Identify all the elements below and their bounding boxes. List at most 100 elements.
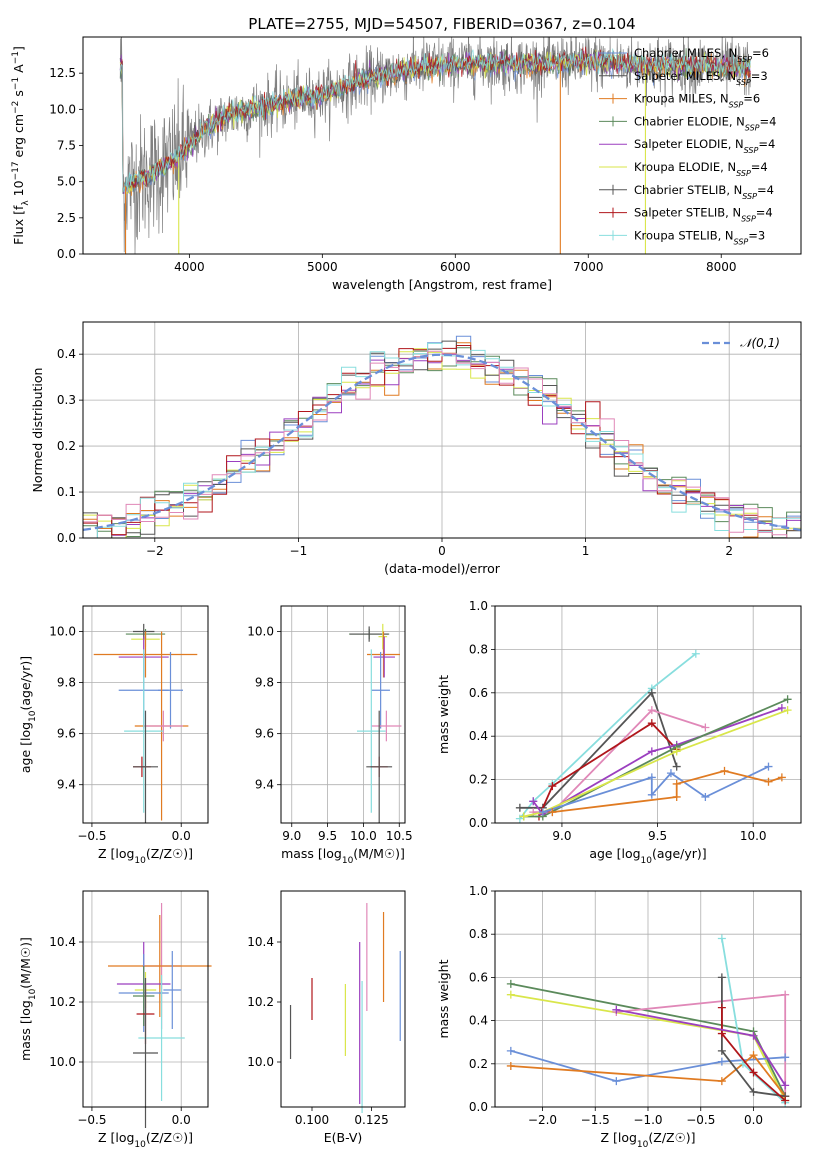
x-axis-label: E(B-V) — [324, 1130, 363, 1145]
x-axis-label: mass [log10(M/M☉)] — [281, 846, 405, 866]
y-tick-label: 7.5 — [57, 139, 76, 153]
weight-point — [764, 777, 773, 786]
y-tick-label: 9.6 — [57, 727, 76, 741]
x-tick-label: −1.5 — [581, 1113, 610, 1127]
y-tick-label: 0.0 — [57, 247, 76, 261]
x-tick-label: 0.100 — [295, 1113, 329, 1127]
x-axis-label: wavelength [Angstrom, rest frame] — [332, 277, 552, 292]
spectrum-legend: Chabrier MILES, NSSP=6 Salpeter MILES, NS… — [599, 46, 776, 246]
y-axis-label: Normed distribution — [30, 368, 45, 493]
y-axis-label: mass weight — [436, 959, 451, 1038]
weight-point — [781, 1053, 790, 1062]
mass_vs_ebv-panel: 0.100 0.125 10.0 10.2 10.4 E(B-V) — [247, 890, 406, 1145]
weight-point — [717, 1057, 726, 1066]
normal-reference-curve — [83, 353, 801, 532]
legend-label: Chabrier STELIB, NSSP=4 — [634, 183, 774, 201]
weight-series-line — [721, 1007, 786, 1102]
y-tick-label: 10.0 — [247, 1055, 274, 1069]
weight-point — [777, 703, 786, 712]
figure-title: PLATE=2755, MJD=54507, FIBERID=0367, z=0… — [248, 15, 635, 33]
weight-point — [717, 1003, 726, 1012]
weight-point — [691, 649, 700, 658]
x-tick-label: 0 — [438, 544, 446, 558]
y-tick-label: 0.4 — [469, 1014, 488, 1028]
x-axis-label: age [log10(age/yr)] — [589, 846, 706, 866]
x-tick-label: 9.5 — [648, 829, 667, 843]
x-tick-label: 5000 — [307, 260, 338, 274]
weight-point — [783, 695, 792, 704]
x-tick-label: 4000 — [174, 260, 205, 274]
y-tick-label: 10.4 — [247, 935, 274, 949]
y-tick-label: 0.4 — [57, 347, 76, 361]
histogram-panel: −2 −1 0 1 2 0.0 0.1 0.2 0.3 0.4 (data-model)/error… — [30, 321, 802, 576]
weight-point — [701, 792, 710, 801]
y-axis-label: Flux [fλ 10−17 erg cm−2 s−1 A−1] — [11, 46, 31, 245]
y-tick-label: 0.1 — [57, 485, 76, 499]
y-tick-label: 1.0 — [469, 884, 488, 898]
x-tick-label: 2 — [725, 544, 733, 558]
weight-point — [506, 1061, 515, 1070]
weight-point — [777, 773, 786, 782]
x-tick-label: −1.0 — [633, 1113, 662, 1127]
x-tick-label: 9.5 — [318, 829, 337, 843]
y-axis-label: age [log10(age/yr)] — [18, 656, 38, 773]
age_vs_mass-panel: 9.0 9.5 10.0 10.5 9.4 9.6 9.8 10.0 mass [log10(M… — [247, 605, 413, 866]
legend-label: Salpeter STELIB, NSSP=4 — [634, 206, 773, 224]
weight-point — [781, 1081, 790, 1090]
weight-point — [749, 1031, 758, 1040]
x-axis-label: (data-model)/error — [384, 561, 501, 576]
axes-frame — [494, 605, 802, 824]
y-tick-label: 0.4 — [469, 729, 488, 743]
weight-point — [672, 779, 681, 788]
y-tick-label: 12.5 — [49, 66, 76, 80]
x-tick-label: −1 — [290, 544, 308, 558]
y-tick-label: 0.0 — [57, 531, 76, 545]
weight-point — [749, 1068, 758, 1077]
x-tick-label: −2 — [146, 544, 164, 558]
y-tick-label: 9.6 — [255, 727, 274, 741]
legend-label: Salpeter ELODIE, NSSP=4 — [634, 137, 775, 155]
y-tick-label: 10.0 — [49, 1055, 76, 1069]
weight-series-line — [542, 765, 769, 813]
weight-point — [717, 1077, 726, 1086]
weight-point — [717, 1046, 726, 1055]
x-axis-label: Z [log10(Z/Z☉)] — [98, 1130, 193, 1150]
weight-series-line — [510, 1053, 786, 1097]
x-tick-label: 0.125 — [354, 1113, 388, 1127]
x-tick-label: 10.0 — [740, 829, 767, 843]
legend-label: Kroupa STELIB, NSSP=3 — [634, 228, 765, 246]
weight-series-line — [510, 1049, 786, 1083]
weight-series-line — [538, 722, 678, 817]
weight-point — [764, 762, 773, 771]
y-axis-label: mass [log10(M/M☉)] — [18, 937, 38, 1061]
y-tick-label: 9.4 — [255, 778, 274, 792]
legend-label: Kroupa MILES, NSSP=6 — [634, 92, 760, 110]
weight_vs_z-panel: −2.0 −1.5 −1.0 −0.5 0.0 0.0 0.2 0.4 0.6 0.8 1.0 Z [… — [436, 884, 802, 1150]
weight-point — [717, 934, 726, 943]
weight-series-line — [519, 691, 678, 809]
weight-point — [647, 790, 656, 799]
weight-point — [506, 990, 515, 999]
x-tick-label: 10.0 — [350, 829, 377, 843]
x-tick-label: 8000 — [706, 260, 737, 274]
x-tick-label: 10.5 — [386, 829, 413, 843]
weight-series-line — [552, 769, 783, 813]
y-tick-label: 10.0 — [247, 625, 274, 639]
x-tick-label: 7000 — [573, 260, 604, 274]
x-tick-label: 1 — [582, 544, 590, 558]
axes-frame — [82, 605, 209, 824]
y-tick-label: 9.8 — [255, 676, 274, 690]
y-tick-label: 0.2 — [469, 773, 488, 787]
y-tick-label: 5.0 — [57, 175, 76, 189]
weight-point — [506, 1046, 515, 1055]
x-tick-label: 0.0 — [172, 1113, 191, 1127]
weight-point — [515, 803, 524, 812]
x-tick-label: −2.0 — [528, 1113, 557, 1127]
histogram-legend: 𝒩(0,1) — [702, 336, 780, 350]
y-tick-label: 10.2 — [49, 995, 76, 1009]
weight-point — [717, 1029, 726, 1038]
x-tick-label: 0.0 — [172, 829, 191, 843]
y-tick-label: 9.4 — [57, 778, 76, 792]
weight-point — [529, 797, 538, 806]
axes-frame — [280, 890, 406, 1108]
